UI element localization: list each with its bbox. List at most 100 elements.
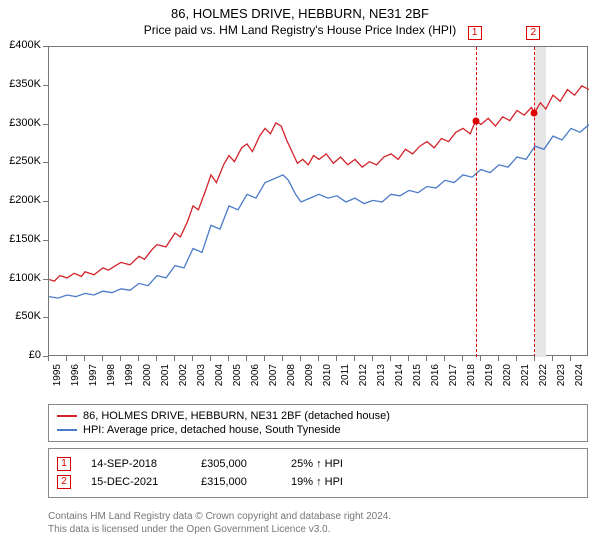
legend-swatch xyxy=(57,415,77,417)
x-tick-label: 1997 xyxy=(88,364,99,396)
y-tick xyxy=(43,46,48,47)
x-tick xyxy=(246,356,247,361)
event-number-box: 2 xyxy=(57,475,71,489)
x-tick-label: 1995 xyxy=(52,364,63,396)
legend-swatch xyxy=(57,429,77,431)
x-tick xyxy=(318,356,319,361)
event-dot xyxy=(472,117,479,124)
y-tick-label: £100K xyxy=(0,272,41,284)
x-tick xyxy=(408,356,409,361)
x-tick xyxy=(462,356,463,361)
event-price: £305,000 xyxy=(201,458,271,470)
legend-row: HPI: Average price, detached house, Sout… xyxy=(57,423,579,437)
y-tick xyxy=(43,201,48,202)
x-tick xyxy=(426,356,427,361)
event-pct: 25% ↑ HPI xyxy=(291,458,371,470)
event-dot xyxy=(531,109,538,116)
x-tick-label: 2003 xyxy=(196,364,207,396)
x-tick xyxy=(174,356,175,361)
x-tick xyxy=(372,356,373,361)
x-tick xyxy=(120,356,121,361)
y-tick-label: £250K xyxy=(0,155,41,167)
legend-label: 86, HOLMES DRIVE, HEBBURN, NE31 2BF (det… xyxy=(83,410,390,422)
x-tick xyxy=(48,356,49,361)
x-tick-label: 2008 xyxy=(286,364,297,396)
x-tick-label: 2020 xyxy=(502,364,513,396)
x-tick-label: 2018 xyxy=(466,364,477,396)
x-tick xyxy=(534,356,535,361)
x-tick xyxy=(138,356,139,361)
x-tick-label: 2017 xyxy=(448,364,459,396)
event-number-box: 1 xyxy=(57,457,71,471)
chart-plot-area xyxy=(48,46,588,356)
x-tick-label: 2000 xyxy=(142,364,153,396)
x-tick-label: 2012 xyxy=(358,364,369,396)
x-tick xyxy=(156,356,157,361)
x-tick-label: 1999 xyxy=(124,364,135,396)
y-tick xyxy=(43,240,48,241)
chart-title: 86, HOLMES DRIVE, HEBBURN, NE31 2BF xyxy=(0,0,600,21)
x-tick-label: 2023 xyxy=(556,364,567,396)
event-date: 14-SEP-2018 xyxy=(91,458,181,470)
x-tick xyxy=(516,356,517,361)
legend-row: 86, HOLMES DRIVE, HEBBURN, NE31 2BF (det… xyxy=(57,409,579,423)
event-row: 1 14-SEP-2018 £305,000 25% ↑ HPI xyxy=(57,455,579,473)
x-tick-label: 2007 xyxy=(268,364,279,396)
y-tick-label: £400K xyxy=(0,39,41,51)
y-tick-label: £200K xyxy=(0,194,41,206)
x-tick-label: 2004 xyxy=(214,364,225,396)
x-tick xyxy=(300,356,301,361)
chart-subtitle: Price paid vs. HM Land Registry's House … xyxy=(0,21,600,41)
x-tick-label: 2010 xyxy=(322,364,333,396)
x-tick-label: 2005 xyxy=(232,364,243,396)
x-tick xyxy=(210,356,211,361)
x-tick xyxy=(282,356,283,361)
event-marker-box: 2 xyxy=(526,26,540,40)
y-tick xyxy=(43,279,48,280)
x-tick xyxy=(354,356,355,361)
y-tick xyxy=(43,162,48,163)
x-tick xyxy=(498,356,499,361)
y-tick xyxy=(43,317,48,318)
legend-label: HPI: Average price, detached house, Sout… xyxy=(83,424,341,436)
legend: 86, HOLMES DRIVE, HEBBURN, NE31 2BF (det… xyxy=(48,404,588,442)
x-tick-label: 2022 xyxy=(538,364,549,396)
x-tick xyxy=(66,356,67,361)
x-tick-label: 2009 xyxy=(304,364,315,396)
x-tick-label: 2001 xyxy=(160,364,171,396)
x-tick-label: 2011 xyxy=(340,364,351,396)
events-table: 1 14-SEP-2018 £305,000 25% ↑ HPI 2 15-DEC-202… xyxy=(48,448,588,498)
y-tick-label: £350K xyxy=(0,78,41,90)
event-row: 215-DEC-2021£315,00019% ↑ HPI xyxy=(57,473,579,491)
event-vline xyxy=(534,47,535,357)
x-tick-label: 2013 xyxy=(376,364,387,396)
series-line-1 xyxy=(49,125,589,299)
footer-line: This data is licensed under the Open Gov… xyxy=(48,523,391,536)
x-tick-label: 1998 xyxy=(106,364,117,396)
footer-line: Contains HM Land Registry data © Crown c… xyxy=(48,510,391,523)
y-tick xyxy=(43,85,48,86)
event-marker-box: 1 xyxy=(468,26,482,40)
x-tick xyxy=(102,356,103,361)
event-date: 15-DEC-2021 xyxy=(91,476,181,488)
x-tick-label: 1996 xyxy=(70,364,81,396)
x-tick-label: 2015 xyxy=(412,364,423,396)
x-tick-label: 2006 xyxy=(250,364,261,396)
series-svg xyxy=(49,47,589,357)
y-tick-label: £50K xyxy=(0,310,41,322)
x-tick-label: 2019 xyxy=(484,364,495,396)
x-tick xyxy=(552,356,553,361)
x-tick-label: 2002 xyxy=(178,364,189,396)
y-tick xyxy=(43,124,48,125)
x-tick-label: 2024 xyxy=(574,364,585,396)
x-tick xyxy=(264,356,265,361)
y-tick-label: £150K xyxy=(0,233,41,245)
x-tick xyxy=(336,356,337,361)
x-tick xyxy=(228,356,229,361)
x-tick-label: 2016 xyxy=(430,364,441,396)
event-pct: 19% ↑ HPI xyxy=(291,476,371,488)
x-tick xyxy=(192,356,193,361)
series-line-0 xyxy=(49,86,589,281)
x-tick xyxy=(480,356,481,361)
y-tick-label: £0 xyxy=(0,349,41,361)
